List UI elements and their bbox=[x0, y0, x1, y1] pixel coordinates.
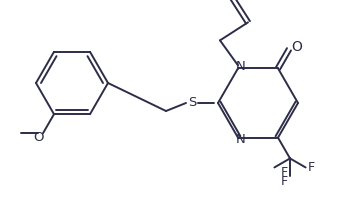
Text: S: S bbox=[188, 97, 196, 109]
Text: F: F bbox=[280, 175, 288, 188]
Text: F: F bbox=[308, 161, 315, 174]
Text: O: O bbox=[292, 40, 302, 54]
Text: N: N bbox=[236, 60, 246, 73]
Text: N: N bbox=[236, 133, 246, 146]
Text: O: O bbox=[34, 131, 44, 144]
Text: F: F bbox=[281, 166, 288, 179]
